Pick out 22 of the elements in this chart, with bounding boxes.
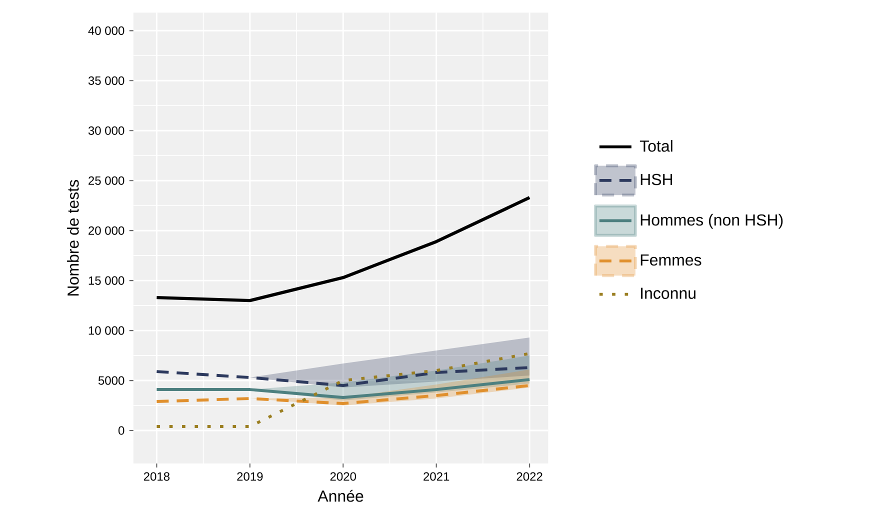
y-tick-label: 25 000 bbox=[88, 176, 124, 185]
x-axis-title: Année bbox=[318, 490, 364, 502]
line-series bbox=[155, 196, 532, 302]
x-tick-label: 2018 bbox=[144, 472, 170, 481]
y-tick-label: 40 000 bbox=[88, 26, 124, 35]
legend-label: Femmes bbox=[640, 254, 702, 266]
y-tick-label: 5000 bbox=[98, 376, 124, 385]
y-tick-label: 20 000 bbox=[88, 226, 124, 235]
legend-label: HSH bbox=[640, 174, 672, 186]
x-tick-label: 2021 bbox=[424, 472, 450, 481]
y-axis-title: Nombre de tests bbox=[67, 180, 79, 296]
y-tick-label: 15 000 bbox=[88, 276, 124, 285]
legend-label: Inconnu bbox=[641, 288, 696, 299]
legend-label: Hommes (non HSH) bbox=[640, 214, 783, 229]
y-tick-label: 0 bbox=[118, 426, 124, 435]
x-tick-label: 2020 bbox=[330, 472, 356, 481]
x-tick-label: 2019 bbox=[237, 472, 263, 481]
y-tick-label: 35 000 bbox=[88, 76, 124, 85]
y-tick-label: 30 000 bbox=[88, 126, 124, 135]
y-tick-label: 10 000 bbox=[88, 326, 124, 335]
x-tick-label: 2022 bbox=[516, 472, 542, 481]
legend-label: Total bbox=[640, 140, 672, 152]
